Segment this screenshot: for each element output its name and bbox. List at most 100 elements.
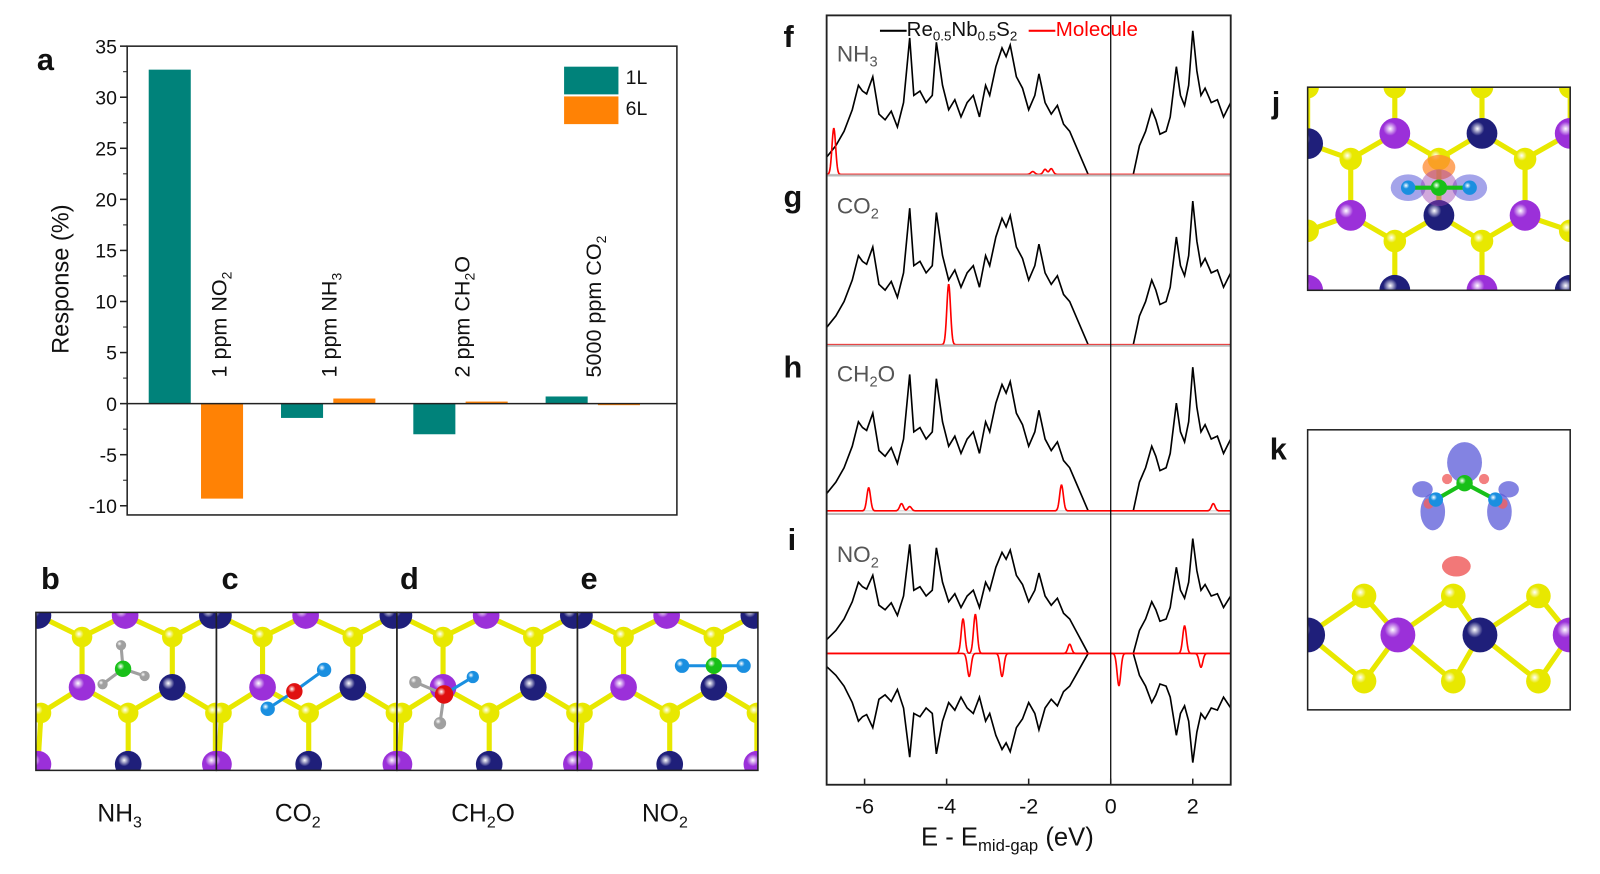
s-atom [577, 702, 593, 724]
host-dos-conduction-i [1132, 538, 1232, 654]
s-atom [1307, 219, 1319, 243]
metal-atom [1466, 274, 1498, 291]
charge-depletion-lobe [1447, 442, 1482, 484]
host-dos-down-valence-i [826, 653, 1089, 758]
structure-panel-e [577, 612, 758, 771]
nb-atom [519, 673, 547, 701]
x-tick-label: -4 [937, 794, 956, 818]
plot-frame [126, 45, 678, 516]
re-atom [35, 750, 52, 771]
y-tick-label: 35 [95, 36, 117, 58]
host-dos-valence-f [825, 37, 1089, 175]
nb-atom [559, 612, 578, 629]
o-atom [1488, 492, 1503, 507]
structure-frame-k [1306, 429, 1571, 711]
s-atom [71, 626, 93, 648]
structure-panel-k [1307, 442, 1571, 694]
nb-atom [740, 612, 758, 629]
y-tick-label: 5 [106, 343, 117, 365]
molecule-atom [466, 670, 479, 684]
s-atom [117, 702, 139, 724]
s-atom [1513, 147, 1537, 171]
legend-label-1L: 1L [625, 67, 648, 90]
s-atom [659, 702, 680, 724]
dos-molecule-label-ch2o: CH2O [836, 361, 896, 391]
nb-atom [396, 612, 413, 629]
y-tick-label: 15 [95, 241, 117, 263]
y-tick-label: 25 [95, 138, 117, 160]
nb-atom [577, 612, 593, 629]
s-atom [1339, 147, 1362, 171]
x-tick-label: 0 [1105, 794, 1117, 818]
s-atom [746, 702, 758, 724]
re-atom [292, 612, 319, 629]
y-tick-label: 20 [95, 190, 117, 212]
bar-1L-0 [148, 69, 191, 404]
s-atom [1307, 87, 1319, 99]
molecule-atom [409, 676, 422, 689]
metal-atom [1379, 274, 1411, 291]
s-atom [1351, 668, 1377, 694]
x-tick-label: -6 [855, 794, 874, 818]
metal-atom [1466, 117, 1498, 149]
molecule-atom [97, 679, 108, 690]
nb-atom [295, 750, 323, 771]
structure-label-ch2o: CH2O [451, 800, 515, 832]
x-tick-label: -2 [1019, 794, 1038, 818]
y-tick-label: -10 [89, 496, 117, 518]
molecule-atom [260, 701, 275, 717]
re-atom [216, 750, 232, 771]
metal-atom [1380, 617, 1416, 653]
x-tick-label: 2 [1187, 794, 1199, 818]
s-atom [1470, 229, 1494, 253]
re-atom [563, 750, 578, 771]
panel-letter-k: k [1269, 432, 1287, 467]
structure-panel-j [1307, 87, 1571, 291]
panel-letter-b: b [41, 562, 60, 596]
re-atom [249, 673, 276, 701]
n-atom [1456, 474, 1473, 492]
re-atom [653, 612, 680, 629]
s-atom [342, 626, 364, 648]
nb-atom [656, 750, 684, 771]
molecule-atom [316, 662, 332, 678]
nb-atom [158, 673, 186, 701]
molecule-atom [736, 658, 751, 673]
bar-1L-2 [413, 403, 456, 435]
metal-atom [1462, 617, 1498, 653]
metal-atom [1307, 128, 1324, 159]
host-dos-conduction-f [1132, 30, 1232, 175]
nb-atom [35, 612, 52, 629]
dos-chart: -6 -4 -2 0 2 [825, 14, 1232, 818]
metal-atom [1379, 117, 1411, 149]
dos-legend-host: Re0.5Nb0.5S2 Molecule [879, 18, 1138, 43]
bar-6L-0 [201, 403, 244, 499]
molecule-center-atom [114, 660, 132, 678]
nb-atom [475, 750, 503, 771]
y-tick-label: 0 [106, 394, 117, 416]
host-dos-valence-g [825, 208, 1089, 345]
molecule-pdos-down-i [826, 652, 1231, 687]
y-tick-label: 30 [95, 87, 117, 109]
panel-letter-d: d [399, 562, 419, 596]
s-atom [162, 626, 183, 648]
molecule-atom [433, 717, 447, 730]
metal-atom [1552, 617, 1571, 653]
y-tick-label: 10 [95, 292, 117, 314]
s-atom [1558, 219, 1571, 243]
molecule-atom [139, 670, 150, 682]
nb-atom [700, 673, 728, 701]
structure-label-nh3: NH3 [97, 800, 142, 832]
legend-line-molecule [1029, 29, 1056, 32]
re-atom [396, 750, 413, 771]
charge-accumulation-lobe [1422, 154, 1456, 180]
s-atom [252, 626, 273, 648]
nb-atom [114, 750, 142, 771]
s-atom [298, 702, 319, 724]
nb-atom [198, 612, 217, 629]
charge-accumulation-lobe [1441, 555, 1471, 577]
panel-letter-c: c [221, 562, 239, 596]
structure-frame [576, 611, 759, 772]
molecule-atom [674, 658, 690, 673]
